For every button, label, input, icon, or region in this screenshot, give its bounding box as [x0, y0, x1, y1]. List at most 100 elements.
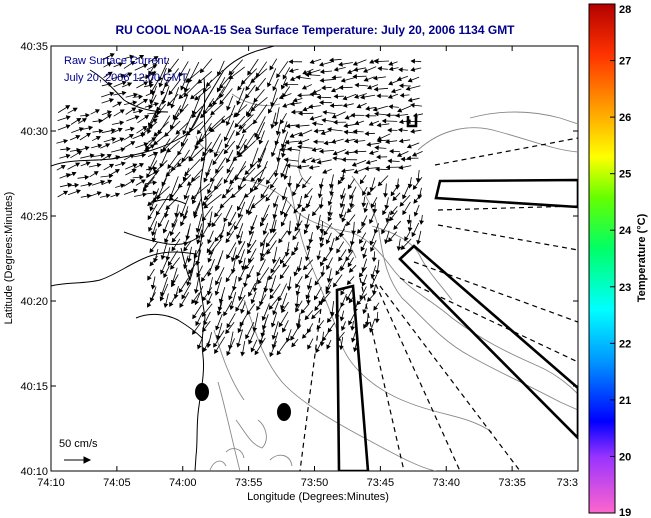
- current-vector-head: [253, 119, 258, 125]
- current-vector-head: [407, 227, 413, 233]
- current-vector-head: [209, 177, 215, 183]
- current-vector-head: [216, 87, 222, 93]
- current-vector-head: [398, 164, 404, 170]
- current-vector-head: [331, 75, 337, 80]
- current-vector-head: [238, 259, 243, 265]
- current-vector-head: [201, 311, 207, 317]
- current-vector-head: [313, 295, 319, 301]
- current-vector-head: [236, 234, 241, 240]
- current-vector-head: [304, 223, 310, 229]
- current-vector-head: [372, 75, 378, 81]
- current-vector-head: [296, 164, 302, 170]
- current-vector-head: [200, 156, 206, 162]
- current-vector-head: [317, 193, 323, 199]
- current-vector-head: [202, 201, 207, 207]
- current-vector-head: [147, 215, 152, 221]
- current-vector-head: [215, 325, 220, 331]
- current-vector-head: [188, 156, 194, 162]
- current-vector-head: [370, 203, 376, 209]
- current-vector-head: [352, 74, 357, 79]
- current-vector-head: [314, 305, 319, 312]
- current-vector-head: [130, 141, 136, 146]
- current-vector-head: [352, 129, 358, 135]
- current-vector-head: [352, 61, 358, 66]
- current-vector-head: [237, 185, 243, 191]
- current-vector-head: [335, 270, 340, 276]
- contour-line: [269, 454, 293, 467]
- current-vector-head: [339, 203, 345, 209]
- current-vector-head: [142, 126, 148, 131]
- contour-line: [351, 175, 578, 411]
- current-vector-head: [235, 131, 241, 137]
- current-vector-head: [129, 126, 135, 132]
- current-vector-head: [400, 156, 406, 162]
- current-vector-head: [296, 267, 302, 273]
- current-vector-head: [169, 124, 175, 130]
- scale-arrow: [64, 456, 92, 464]
- current-vector-head: [76, 117, 82, 123]
- y-tick-label: 40:15: [20, 381, 48, 393]
- current-vector-head: [280, 143, 286, 149]
- current-vector-head: [216, 310, 222, 316]
- current-vector-head: [374, 318, 380, 324]
- current-vector-head: [214, 266, 220, 272]
- current-vector-head: [281, 327, 287, 333]
- current-vector-head: [109, 91, 115, 97]
- current-vector-head: [336, 336, 342, 342]
- current-vector-head: [326, 317, 332, 323]
- current-vector-head: [203, 177, 208, 183]
- current-vector-head: [236, 150, 242, 156]
- current-vector-head: [257, 177, 263, 183]
- current-vector-head: [248, 291, 253, 297]
- coastline-bay: [51, 46, 275, 167]
- current-vector-head: [316, 94, 322, 100]
- current-vector-head: [209, 127, 215, 133]
- current-vector-head: [229, 305, 235, 311]
- current-vector-head: [202, 296, 207, 302]
- current-vector-head: [291, 250, 296, 256]
- x-tick-label: 73:40: [432, 477, 460, 489]
- current-vector-head: [65, 105, 71, 110]
- current-vector-head: [241, 128, 247, 134]
- current-vector-head: [319, 261, 325, 267]
- current-vector-head: [294, 226, 300, 232]
- current-vector-head: [153, 170, 159, 175]
- radar-site-marker: [277, 403, 291, 421]
- current-vector-head: [406, 143, 412, 149]
- current-vector-head: [376, 154, 381, 160]
- current-vector-head: [385, 164, 391, 170]
- current-vector-head: [348, 320, 353, 326]
- current-vector-head: [311, 147, 317, 152]
- current-vector-head: [260, 256, 265, 262]
- current-vector-head: [368, 150, 374, 156]
- current-vector-head: [265, 196, 271, 202]
- current-vector-head: [319, 61, 324, 67]
- current-vector-head: [359, 238, 364, 244]
- y-axis: 40:35 40:30 40:25 40:20 40:15 40:10: [20, 41, 578, 478]
- contour-line: [235, 177, 578, 395]
- current-vector-head: [399, 201, 405, 207]
- current-vector-head: [237, 328, 243, 334]
- current-vector-head: [301, 206, 307, 212]
- current-vector-head: [389, 210, 395, 216]
- current-vector-head: [349, 203, 355, 209]
- current-vector-head: [219, 234, 224, 240]
- current-vector-head: [323, 230, 329, 236]
- current-vector-head: [322, 110, 327, 115]
- current-vector-head: [130, 179, 136, 184]
- current-vector-head: [412, 184, 418, 190]
- current-vector-head: [344, 150, 349, 156]
- current-vector-head: [410, 102, 415, 108]
- current-vector-head: [236, 144, 241, 150]
- colorbar-tick-label: 28: [619, 4, 631, 16]
- current-vector-head: [279, 259, 285, 265]
- current-vector-head: [240, 351, 246, 357]
- current-vector-head: [192, 329, 197, 335]
- current-vector-head: [256, 305, 261, 311]
- current-vector-head: [347, 248, 353, 254]
- current-vector-head: [195, 321, 200, 327]
- current-vector-head: [389, 148, 394, 154]
- current-vector-head: [306, 245, 312, 251]
- current-vector-head: [410, 128, 415, 134]
- current-vector-head: [247, 70, 252, 76]
